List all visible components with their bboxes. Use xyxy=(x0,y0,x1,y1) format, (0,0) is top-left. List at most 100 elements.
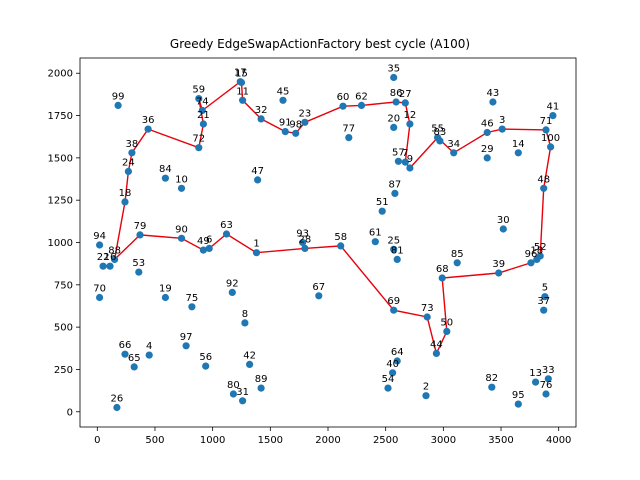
point-58 xyxy=(337,242,345,250)
point-48 xyxy=(540,184,548,192)
point-label-95: 95 xyxy=(512,390,525,401)
point-7 xyxy=(401,158,409,166)
point-label-34: 34 xyxy=(447,139,460,150)
point-label-49: 49 xyxy=(197,236,210,247)
point-label-16: 16 xyxy=(104,252,117,263)
x-tick-label: 3500 xyxy=(488,435,513,446)
point-label-75: 75 xyxy=(186,293,199,304)
point-label-7: 7 xyxy=(402,148,408,159)
point-10 xyxy=(177,184,186,192)
point-64 xyxy=(393,357,401,365)
point-label-83: 83 xyxy=(434,127,447,138)
point-13 xyxy=(532,378,540,386)
point-label-74: 74 xyxy=(196,97,209,108)
point-99 xyxy=(114,101,122,109)
point-24 xyxy=(124,167,132,175)
point-37 xyxy=(540,306,548,314)
x-tick-label: 1000 xyxy=(200,435,225,446)
point-72 xyxy=(195,144,203,152)
point-label-85: 85 xyxy=(451,249,464,260)
point-label-29: 29 xyxy=(481,144,494,155)
y-tick-label: 1000 xyxy=(48,238,73,249)
point-label-14: 14 xyxy=(512,139,525,150)
point-label-73: 73 xyxy=(421,303,434,314)
point-label-27: 27 xyxy=(399,89,412,100)
y-tick-label: 0 xyxy=(67,407,73,418)
point-label-45: 45 xyxy=(277,86,290,97)
point-54 xyxy=(384,384,392,392)
point-98 xyxy=(292,129,300,137)
point-label-88: 88 xyxy=(108,245,121,256)
point-label-92: 92 xyxy=(226,278,239,289)
point-46 xyxy=(483,128,491,137)
point-label-58: 58 xyxy=(334,232,347,243)
point-label-31: 31 xyxy=(236,387,249,398)
point-label-46: 46 xyxy=(481,119,494,130)
chart-title: Greedy EdgeSwapActionFactory best cycle … xyxy=(170,37,470,51)
point-77 xyxy=(345,134,353,142)
point-97 xyxy=(182,342,190,350)
point-8 xyxy=(241,319,249,327)
point-50 xyxy=(443,327,451,335)
point-80 xyxy=(229,390,237,398)
point-19 xyxy=(161,293,169,302)
axis-ticks: 0 500 1000 1500 2000 2500 3000 3500 400002505007… xyxy=(48,69,572,446)
point-91 xyxy=(281,128,289,136)
point-label-36: 36 xyxy=(142,115,155,126)
point-100 xyxy=(547,143,555,151)
point-label-72: 72 xyxy=(192,134,205,145)
point-label-57: 57 xyxy=(392,147,405,158)
point-28 xyxy=(301,244,309,252)
point-31 xyxy=(239,397,247,405)
point-41 xyxy=(549,112,557,120)
point-15 xyxy=(237,78,246,87)
point-35 xyxy=(390,73,398,82)
point-label-6: 6 xyxy=(206,234,212,245)
point-60 xyxy=(339,102,347,110)
point-label-17: 17 xyxy=(234,68,247,79)
point-label-54: 54 xyxy=(382,374,395,385)
point-33 xyxy=(544,375,552,383)
point-90 xyxy=(177,234,186,242)
point-85 xyxy=(453,259,461,267)
point-3 xyxy=(498,125,506,133)
y-tick-label: 500 xyxy=(54,323,73,334)
point-label-3: 3 xyxy=(499,115,505,126)
point-32 xyxy=(257,115,265,123)
point-88 xyxy=(111,255,119,263)
point-label-23: 23 xyxy=(299,108,312,119)
point-label-66: 66 xyxy=(119,340,132,351)
point-label-70: 70 xyxy=(93,284,106,295)
plot-frame xyxy=(79,57,577,428)
point-67 xyxy=(315,292,323,300)
point-76 xyxy=(542,390,550,398)
point-label-71: 71 xyxy=(540,116,553,127)
point-94 xyxy=(96,241,104,249)
point-label-33: 33 xyxy=(542,365,555,376)
point-65 xyxy=(130,363,138,371)
x-tick-label: 4000 xyxy=(546,435,571,446)
point-label-5: 5 xyxy=(542,283,548,294)
point-9 xyxy=(406,164,414,172)
point-label-68: 68 xyxy=(436,264,449,275)
point-25 xyxy=(390,245,398,253)
point-16 xyxy=(106,262,114,270)
point-49 xyxy=(199,246,207,254)
point-66 xyxy=(121,350,129,358)
point-20 xyxy=(390,123,398,131)
point-label-8: 8 xyxy=(242,309,248,320)
point-89 xyxy=(257,384,265,392)
x-tick-label: 3000 xyxy=(431,435,456,446)
point-62 xyxy=(357,101,366,109)
point-79 xyxy=(136,231,144,239)
point-4 xyxy=(145,351,153,359)
point-label-39: 39 xyxy=(492,259,505,270)
point-18b xyxy=(533,255,541,263)
point-label-99: 99 xyxy=(112,91,125,102)
point-label-1: 1 xyxy=(253,239,259,250)
point-label-38: 38 xyxy=(126,139,139,150)
point-12 xyxy=(406,120,414,128)
point-label-2: 2 xyxy=(423,382,429,393)
point-label-11: 11 xyxy=(236,86,249,97)
point-label-41: 41 xyxy=(547,102,560,113)
